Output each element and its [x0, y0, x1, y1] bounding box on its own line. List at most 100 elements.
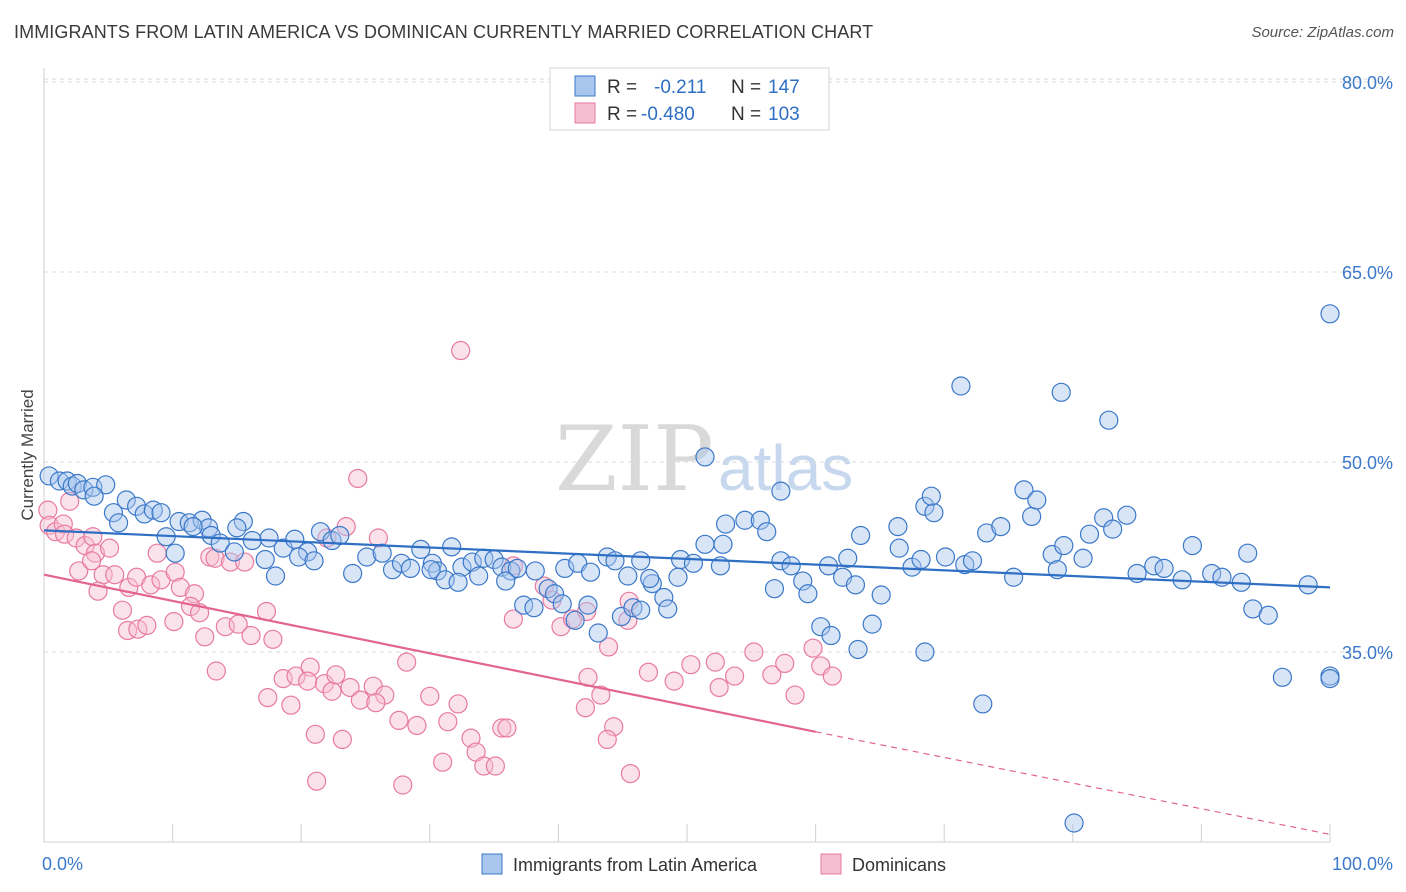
latin-america-point: [1079, 524, 1100, 544]
legend-r-value: -0.480: [641, 104, 695, 125]
legend-swatch-pink: [574, 102, 596, 124]
latin-america-point: [973, 694, 993, 714]
latin-america-point: [391, 553, 412, 573]
x-tick-label-min: 0.0%: [42, 854, 83, 874]
latin-america-point: [1298, 575, 1318, 595]
latin-america-point: [265, 566, 286, 586]
stats-legend: R = -0.211 N = 147 R = -0.480 N = 103: [549, 67, 830, 131]
dominicans-point: [438, 712, 458, 732]
dominicans-point: [474, 756, 494, 776]
latin-america-point: [421, 560, 441, 580]
latin-america-point: [165, 543, 185, 563]
latin-america-point: [1051, 382, 1071, 402]
latin-america-point: [255, 549, 275, 570]
dominicans-point: [762, 665, 782, 685]
dominicans-point: [785, 685, 805, 705]
y-tick-label: 35.0%: [1342, 643, 1393, 663]
latin-america-point: [108, 513, 129, 533]
dominicans-point: [235, 552, 255, 572]
dominicans-point: [305, 724, 325, 744]
dominicans-point: [307, 771, 327, 791]
latin-america-point: [821, 625, 841, 646]
dominicans-point: [744, 642, 764, 662]
dominicans-point: [298, 671, 318, 691]
dominicans-point: [300, 657, 320, 677]
dominicans-point: [775, 653, 795, 674]
latin-america-point: [169, 511, 189, 532]
y-tick-label: 50.0%: [1342, 453, 1393, 473]
y-tick-labels: 35.0% 50.0% 65.0% 80.0%: [1342, 73, 1393, 663]
latin-america-point: [658, 599, 678, 619]
dominicans-point: [38, 500, 58, 520]
series-legend-label-dominicans: Dominicans: [852, 855, 946, 875]
legend-swatch-blue: [574, 75, 596, 97]
latin-america-point: [735, 510, 755, 530]
dominicans-point: [709, 677, 729, 698]
dominicans-point: [326, 665, 346, 685]
stats-legend-box: [549, 67, 830, 131]
dominicans-point: [705, 652, 725, 672]
watermark-zip: ZIP: [555, 407, 714, 512]
y-tick-label: 65.0%: [1342, 263, 1393, 283]
latin-america-point: [1117, 505, 1137, 525]
latin-america-point: [1027, 490, 1047, 510]
latin-america-point: [642, 573, 662, 594]
dominicans-trend-line: [43, 573, 816, 733]
latin-america-point: [935, 547, 956, 567]
latin-america-point: [845, 575, 866, 595]
latin-america-point: [631, 551, 651, 571]
latin-america-point: [462, 552, 482, 572]
dominicans-point: [497, 718, 517, 738]
latin-america-point: [888, 516, 908, 537]
legend-r-value: -0.211: [654, 77, 706, 98]
latin-america-point: [452, 557, 472, 577]
latin-america-point: [304, 551, 324, 571]
latin-america-point: [750, 510, 770, 530]
y-axis-title: Currently Married: [18, 389, 37, 520]
latin-america-point: [1099, 410, 1119, 430]
latin-america-point: [62, 476, 82, 496]
latin-america-point: [1238, 543, 1258, 563]
latin-america-point: [227, 518, 247, 538]
dominicans-point: [366, 693, 386, 713]
latin-america-point: [951, 376, 971, 396]
dominicans-point: [60, 491, 80, 511]
latin-america-point: [259, 528, 279, 548]
dominicans-point: [332, 729, 352, 750]
dominicans-point: [147, 543, 167, 563]
latin-america-point: [588, 623, 608, 643]
latin-america-point: [1004, 567, 1024, 587]
latin-america-point: [838, 548, 858, 568]
dominicans-point: [803, 638, 823, 658]
legend-n-label: N =: [731, 77, 761, 98]
latin-america-point: [631, 600, 651, 620]
dominicans-point: [53, 514, 73, 534]
latin-america-point: [798, 584, 818, 604]
watermark-atlas: atlas: [718, 432, 853, 504]
latin-america-point: [544, 584, 565, 604]
dominicans-point: [281, 695, 301, 715]
latin-america-point: [764, 579, 785, 599]
series-legend-swatch-blue: [481, 853, 503, 875]
dominicans-point: [420, 686, 440, 706]
latin-america-point: [1154, 558, 1174, 579]
latin-america-point: [84, 486, 104, 506]
dominicans-point: [81, 551, 102, 571]
dominicans-point: [170, 577, 190, 598]
dominicans-point: [164, 611, 184, 632]
dominicans-point: [83, 527, 103, 547]
latin-america-point: [555, 558, 575, 579]
latin-america-point: [552, 594, 572, 614]
dominicans-point: [407, 715, 427, 736]
latin-america-point: [1064, 813, 1084, 833]
chart-title: IMMIGRANTS FROM LATIN AMERICA VS DOMINIC…: [14, 22, 874, 42]
dominicans-point: [485, 756, 505, 776]
latin-america-point: [848, 639, 868, 660]
dominicans-point: [503, 609, 523, 629]
latin-america-point: [183, 516, 203, 537]
latin-america-trend-line: [43, 529, 1331, 589]
latin-america-point: [695, 447, 715, 467]
series-legend: Immigrants from Latin America Dominicans: [481, 853, 946, 875]
latin-america-point: [1022, 506, 1042, 527]
